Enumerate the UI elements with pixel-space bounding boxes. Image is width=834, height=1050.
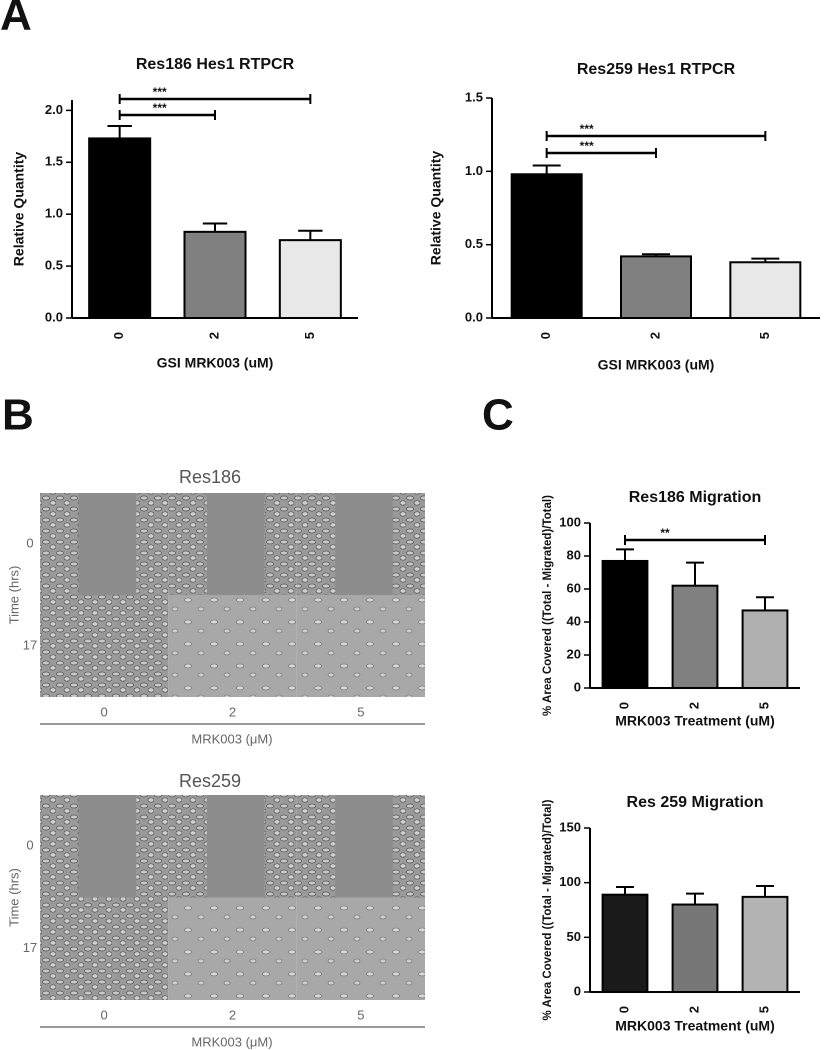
image-column-label: 2 — [229, 1007, 236, 1022]
chart-title: Res186 Hes1 RTPCR — [136, 56, 295, 73]
x-axis-label: GSI MRK003 (uM) — [157, 355, 274, 371]
image-row-label: 17 — [23, 637, 37, 652]
y-axis-label: Relative Quantity — [428, 151, 444, 266]
y-tick-label: 0.0 — [45, 309, 63, 324]
bar — [741, 895, 789, 994]
bar — [88, 137, 152, 319]
y-tick-label: 100 — [559, 874, 581, 889]
wound-gap — [206, 493, 265, 595]
micrograph — [40, 595, 169, 697]
y-tick-label: 2.0 — [45, 102, 63, 117]
image-x-label: MRK003 (μM) — [191, 731, 272, 746]
significance-label: *** — [580, 139, 594, 153]
x-tick-label: 0 — [111, 332, 126, 339]
y-tick-label: 0 — [574, 983, 581, 998]
y-tick-label: 1.0 — [45, 206, 63, 221]
y-axis-label: % Area Covered ((Total - Migrated)/Total… — [542, 495, 554, 716]
bar — [278, 239, 342, 319]
wound-gap — [206, 795, 265, 898]
bar — [671, 584, 719, 690]
micrograph — [40, 897, 169, 1000]
image-row-label: 17 — [23, 940, 37, 955]
x-tick-label: 2 — [686, 702, 701, 709]
wound-gap — [78, 795, 137, 898]
image-title: Res186 — [179, 467, 241, 487]
wound-gap — [335, 795, 393, 898]
chart-title: Res259 Hes1 RTPCR — [577, 61, 736, 78]
x-tick-label: 5 — [756, 702, 771, 709]
y-tick-label: 40 — [567, 613, 581, 628]
significance-label: *** — [153, 85, 167, 99]
x-tick-label: 0 — [616, 1006, 631, 1013]
y-tick-label: 1.5 — [465, 89, 483, 104]
bar — [741, 609, 789, 690]
y-tick-label: 20 — [567, 646, 581, 661]
wound-gap — [335, 493, 393, 595]
image-column-label: 5 — [357, 1007, 364, 1022]
image-y-label: Time (hrs) — [6, 868, 21, 927]
x-axis-label: GSI MRK003 (uM) — [598, 357, 715, 373]
bar — [601, 893, 649, 994]
y-tick-label: 0.0 — [465, 309, 483, 324]
x-tick-label: 0 — [538, 332, 553, 339]
x-tick-label: 2 — [647, 332, 662, 339]
y-tick-label: 0 — [574, 679, 581, 694]
x-tick-label: 5 — [756, 1006, 771, 1013]
panel-label: A — [0, 0, 32, 40]
y-tick-label: 50 — [567, 929, 581, 944]
bar — [671, 903, 719, 993]
x-axis-label: MRK003 Treatment (uM) — [615, 1018, 774, 1034]
chart-title: Res 259 Migration — [627, 794, 764, 811]
micrograph — [168, 595, 297, 697]
image-column-label: 0 — [101, 704, 108, 719]
x-axis-label: MRK003 Treatment (uM) — [615, 713, 774, 729]
significance-label: *** — [153, 101, 167, 115]
bar — [729, 261, 802, 319]
image-x-label: MRK003 (μM) — [191, 1034, 272, 1049]
y-tick-label: 1.5 — [45, 154, 63, 169]
chart-title: Res186 Migration — [629, 489, 761, 506]
x-tick-label: 2 — [206, 332, 221, 339]
micrograph — [296, 595, 425, 697]
y-tick-label: 80 — [567, 547, 581, 562]
panel-label: C — [482, 391, 514, 440]
image-column-label: 2 — [229, 704, 236, 719]
y-tick-label: 1.0 — [465, 163, 483, 178]
significance-label: ** — [660, 526, 670, 540]
y-axis-label: % Area Covered ((Total - Migrated)/Total… — [542, 799, 554, 1020]
image-title: Res259 — [179, 771, 241, 791]
significance-label: *** — [580, 122, 594, 136]
y-tick-label: 60 — [567, 580, 581, 595]
y-tick-label: 100 — [559, 514, 581, 529]
y-tick-label: 150 — [559, 819, 581, 834]
bar — [620, 255, 692, 319]
image-column-label: 0 — [101, 1007, 108, 1022]
x-tick-label: 0 — [616, 702, 631, 709]
image-row-label: 0 — [26, 838, 33, 853]
x-tick-label: 2 — [686, 1006, 701, 1013]
wound-gap — [78, 493, 137, 595]
image-row-label: 0 — [26, 535, 33, 550]
y-tick-label: 0.5 — [465, 236, 483, 251]
panel-label: B — [2, 391, 34, 440]
micrograph — [168, 897, 297, 1000]
bar — [601, 559, 649, 690]
y-axis-label: Relative Quantity — [11, 152, 27, 267]
x-tick-label: 5 — [757, 332, 772, 339]
image-column-label: 5 — [357, 704, 364, 719]
x-tick-label: 5 — [302, 332, 317, 339]
image-y-label: Time (hrs) — [6, 566, 21, 625]
bar — [510, 173, 583, 319]
micrograph — [296, 897, 425, 1000]
y-tick-label: 0.5 — [45, 258, 63, 273]
bar — [183, 230, 247, 319]
